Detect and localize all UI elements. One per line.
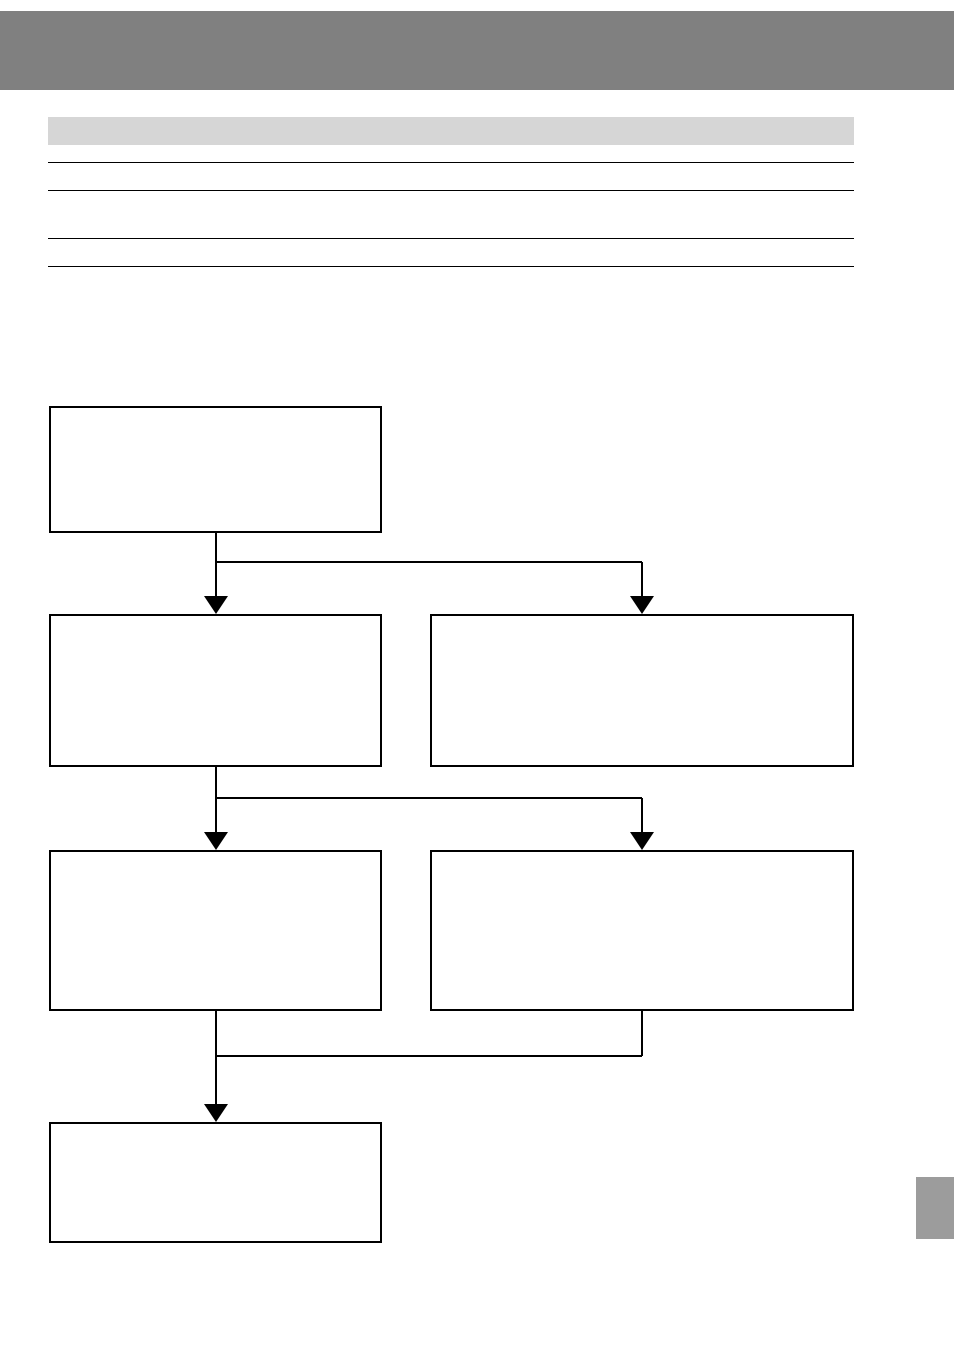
rule-2 <box>48 190 854 191</box>
flowchart-node-B <box>49 614 382 767</box>
page <box>0 0 954 1355</box>
flowchart-node-C <box>430 614 854 767</box>
flowchart-node-F <box>49 1122 382 1243</box>
side-tab <box>916 1177 954 1239</box>
flowchart-node-A <box>49 406 382 533</box>
flowchart-node-E <box>430 850 854 1011</box>
header-band <box>0 11 954 90</box>
flowchart-node-D <box>49 850 382 1011</box>
rule-4 <box>48 266 854 267</box>
rule-1 <box>48 162 854 163</box>
subheader-band <box>48 117 854 145</box>
rule-3 <box>48 238 854 239</box>
